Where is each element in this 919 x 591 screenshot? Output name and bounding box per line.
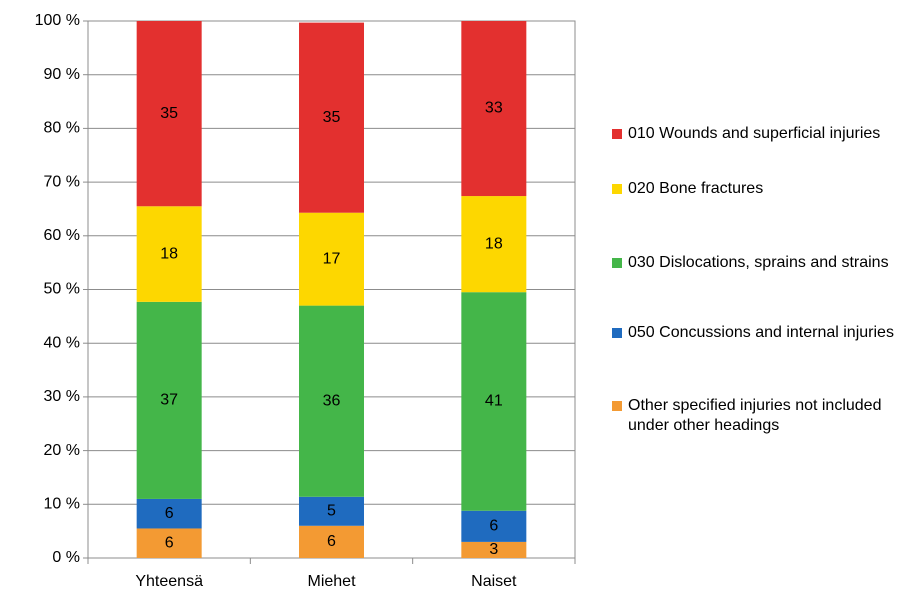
value-label: 5 bbox=[327, 502, 336, 519]
bar-segment bbox=[299, 212, 364, 306]
bar-segment bbox=[136, 206, 202, 302]
bar-segment bbox=[461, 510, 527, 542]
y-tick-label: 70 % bbox=[44, 173, 80, 190]
y-tick-label: 40 % bbox=[44, 334, 80, 351]
value-label: 6 bbox=[165, 534, 174, 551]
value-label: 18 bbox=[485, 235, 503, 252]
bar-segment bbox=[461, 196, 527, 293]
legend-swatch bbox=[612, 258, 622, 268]
bar-segment bbox=[461, 21, 527, 197]
value-label: 6 bbox=[165, 505, 174, 522]
value-label: 17 bbox=[323, 250, 341, 267]
bar-segment bbox=[299, 496, 364, 526]
x-tick-label: Yhteensä bbox=[135, 573, 203, 590]
legend-swatch bbox=[612, 328, 622, 338]
bar-segment bbox=[299, 305, 364, 497]
value-label: 35 bbox=[323, 109, 341, 126]
bar-segment bbox=[136, 21, 202, 207]
y-tick-label: 30 % bbox=[44, 388, 80, 405]
y-tick-label: 10 % bbox=[44, 496, 80, 513]
bar-segment bbox=[299, 525, 364, 558]
legend-swatch bbox=[612, 184, 622, 194]
value-label: 6 bbox=[489, 518, 498, 535]
value-label: 36 bbox=[323, 392, 341, 409]
value-label: 18 bbox=[160, 245, 178, 262]
y-tick-label: 60 % bbox=[44, 227, 80, 244]
bar-segment bbox=[461, 541, 527, 558]
legend-label: 050 Concussions and internal injuries bbox=[628, 324, 894, 341]
value-label: 35 bbox=[160, 105, 178, 122]
legend-swatch bbox=[612, 129, 622, 139]
y-tick-label: 100 % bbox=[35, 12, 80, 29]
bar-segment bbox=[136, 498, 202, 529]
legend-label: 020 Bone fractures bbox=[628, 180, 764, 197]
y-tick-label: 20 % bbox=[44, 442, 80, 459]
y-tick-label: 80 % bbox=[44, 120, 80, 137]
bar-segment bbox=[461, 292, 527, 511]
y-tick-label: 0 % bbox=[52, 549, 80, 566]
x-tick-label: Miehet bbox=[307, 573, 356, 590]
legend-label: 010 Wounds and superficial injuries bbox=[628, 125, 881, 142]
x-tick-label: Naiset bbox=[471, 573, 517, 590]
legend-label: 030 Dislocations, sprains and strains bbox=[628, 254, 889, 271]
y-tick-label: 90 % bbox=[44, 66, 80, 83]
legend-swatch bbox=[612, 401, 622, 411]
value-label: 6 bbox=[327, 533, 336, 550]
bar-segment bbox=[299, 22, 364, 213]
legend-label: Other specified injuries not included un… bbox=[628, 397, 882, 434]
bar-segment bbox=[136, 528, 202, 558]
value-label: 3 bbox=[489, 541, 498, 558]
value-label: 33 bbox=[485, 100, 503, 117]
y-tick-label: 50 % bbox=[44, 281, 80, 298]
bar-segment bbox=[136, 301, 202, 499]
value-label: 41 bbox=[485, 393, 503, 410]
value-label: 37 bbox=[160, 392, 178, 409]
